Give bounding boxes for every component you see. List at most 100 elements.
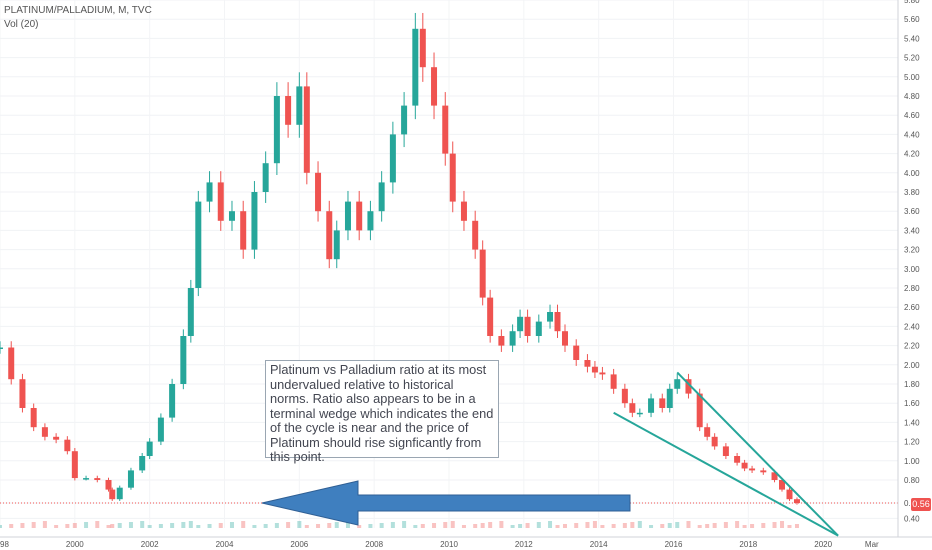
candle[interactable] xyxy=(251,192,258,250)
y-tick-label: 3.20 xyxy=(904,246,920,255)
candle[interactable] xyxy=(786,489,793,500)
candle[interactable] xyxy=(344,201,351,231)
candle[interactable] xyxy=(378,182,385,212)
candle[interactable] xyxy=(771,472,778,480)
candle[interactable] xyxy=(296,86,303,125)
y-tick-label: 0.80 xyxy=(904,476,920,485)
candle[interactable] xyxy=(217,182,224,221)
candle[interactable] xyxy=(83,478,90,480)
candle[interactable] xyxy=(127,470,134,488)
candle[interactable] xyxy=(734,456,741,463)
wedge-upper-trendline[interactable] xyxy=(676,371,839,537)
candle[interactable] xyxy=(479,249,486,298)
candle[interactable] xyxy=(487,297,494,336)
candle[interactable] xyxy=(704,427,711,437)
candle[interactable] xyxy=(187,288,194,336)
candle[interactable] xyxy=(573,345,580,360)
candle[interactable] xyxy=(206,182,213,202)
candle[interactable] xyxy=(509,331,516,346)
candle[interactable] xyxy=(460,201,467,221)
candle[interactable] xyxy=(561,331,568,346)
volume-bar xyxy=(402,521,407,528)
candle[interactable] xyxy=(636,412,643,415)
candle[interactable] xyxy=(41,427,48,437)
volume-bar xyxy=(742,525,747,528)
candle[interactable] xyxy=(30,408,37,428)
candle[interactable] xyxy=(64,439,71,452)
candle[interactable] xyxy=(315,172,322,212)
candle[interactable] xyxy=(116,487,123,500)
candle[interactable] xyxy=(749,468,756,471)
candle[interactable] xyxy=(599,372,606,375)
candle[interactable] xyxy=(517,316,524,332)
candle[interactable] xyxy=(584,360,591,367)
candle[interactable] xyxy=(53,436,60,440)
candle[interactable] xyxy=(333,230,340,260)
candle[interactable] xyxy=(356,201,363,231)
candle[interactable] xyxy=(367,211,374,231)
candle[interactable] xyxy=(711,436,718,447)
candle[interactable] xyxy=(535,321,542,336)
candle[interactable] xyxy=(722,446,729,456)
volume-bar xyxy=(263,524,268,528)
candle[interactable] xyxy=(169,384,176,418)
candle[interactable] xyxy=(554,312,561,332)
candle[interactable] xyxy=(674,379,681,389)
candle[interactable] xyxy=(685,379,692,394)
candle[interactable] xyxy=(109,489,116,500)
candle[interactable] xyxy=(195,201,202,288)
candle[interactable] xyxy=(498,336,505,346)
candle[interactable] xyxy=(760,470,767,473)
candle[interactable] xyxy=(591,366,598,373)
candle[interactable] xyxy=(326,211,333,260)
y-tick-label: 4.00 xyxy=(904,169,920,178)
candle[interactable] xyxy=(431,67,438,106)
y-tick-label: 5.80 xyxy=(904,0,920,5)
price-axis: 5.80 5.60 5.40 5.20 5.00 4.80 4.60 4.40 4.20 4.00… xyxy=(897,0,932,550)
candle[interactable] xyxy=(240,211,247,250)
candle[interactable] xyxy=(262,163,269,192)
volume-bar xyxy=(420,524,425,528)
candle[interactable] xyxy=(648,398,655,413)
y-tick-label: 4.20 xyxy=(904,150,920,159)
candle[interactable] xyxy=(449,153,456,202)
volume-bar xyxy=(450,521,455,528)
candle[interactable] xyxy=(273,96,280,164)
candle[interactable] xyxy=(696,393,703,428)
candle[interactable] xyxy=(8,347,15,380)
candle[interactable] xyxy=(228,211,235,221)
candle[interactable] xyxy=(621,388,628,404)
candle[interactable] xyxy=(303,86,310,173)
candle[interactable] xyxy=(157,417,164,442)
annotation-note[interactable]: Platinum vs Palladium ratio at its most … xyxy=(265,360,499,464)
candle[interactable] xyxy=(180,336,187,384)
candle[interactable] xyxy=(442,105,449,154)
candle[interactable] xyxy=(389,134,396,183)
candle[interactable] xyxy=(610,374,617,389)
y-tick-label: 4.80 xyxy=(904,92,920,101)
candle[interactable] xyxy=(412,28,419,106)
candle[interactable] xyxy=(793,499,800,504)
candle[interactable] xyxy=(524,316,531,336)
candle[interactable] xyxy=(285,96,292,125)
candle[interactable] xyxy=(779,480,786,490)
candle[interactable] xyxy=(659,398,666,408)
wedge-lower-trendline[interactable] xyxy=(613,411,839,537)
candle[interactable] xyxy=(139,456,146,471)
candle[interactable] xyxy=(71,451,78,479)
candle[interactable] xyxy=(629,403,636,413)
candle[interactable] xyxy=(666,388,673,408)
candle[interactable] xyxy=(419,28,426,68)
candle[interactable] xyxy=(741,462,748,469)
candle[interactable] xyxy=(146,441,153,456)
left-arrow-icon[interactable] xyxy=(261,480,631,526)
candle[interactable] xyxy=(547,312,554,322)
volume-bar xyxy=(675,522,680,528)
candle[interactable] xyxy=(19,379,26,408)
candle[interactable] xyxy=(472,220,479,250)
candle[interactable] xyxy=(401,105,408,135)
candle[interactable] xyxy=(105,480,112,490)
candle[interactable] xyxy=(94,478,101,480)
candle[interactable] xyxy=(0,347,3,350)
